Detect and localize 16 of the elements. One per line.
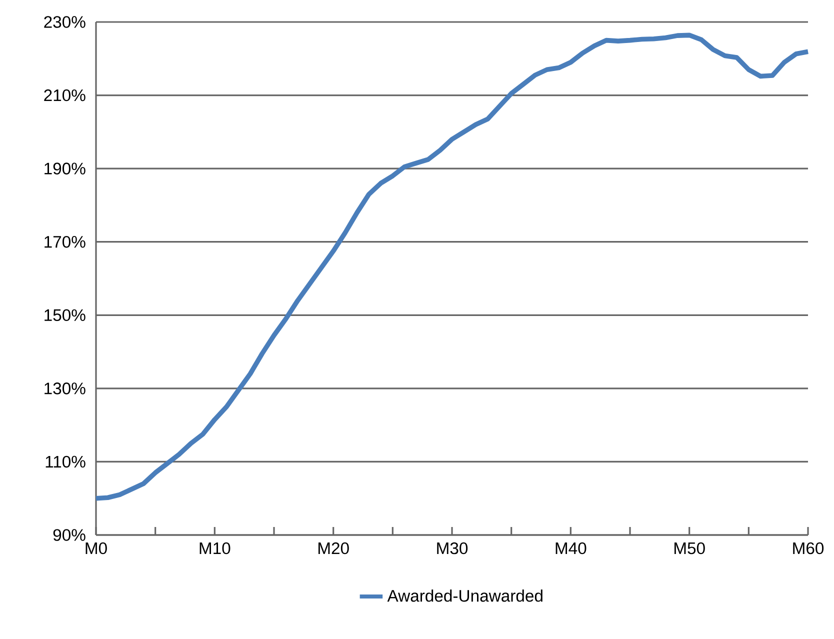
x-tick-label: M50 — [674, 542, 705, 554]
y-tick-label: 90% — [53, 529, 86, 541]
x-tick-label: M0 — [86, 542, 107, 554]
x-tick-label: M40 — [556, 542, 586, 554]
y-tick-label: 130% — [44, 382, 86, 394]
y-tick-label: 230% — [44, 16, 86, 28]
x-tick-label: M60 — [793, 542, 824, 554]
x-tick-label: M10 — [200, 542, 230, 554]
x-tick-label: M30 — [437, 542, 468, 554]
y-tick-label: 110% — [46, 456, 86, 468]
y-tick-label: 170% — [44, 236, 86, 248]
legend-label: Awarded-Unawarded — [387, 590, 542, 602]
x-tick-label: M20 — [318, 542, 349, 554]
y-tick-label: 210% — [44, 89, 86, 102]
y-tick-label: 150% — [44, 309, 86, 322]
y-tick-label: 190% — [44, 162, 86, 174]
